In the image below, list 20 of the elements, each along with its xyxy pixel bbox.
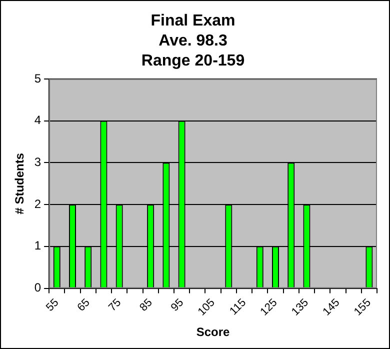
y-tick-label: 0 (34, 280, 42, 295)
x-tick-label: 75 (106, 296, 124, 314)
x-axis-title: Score (196, 325, 230, 340)
x-tick-label: 115 (228, 296, 249, 318)
x-tick-label: 65 (75, 296, 92, 314)
y-tick-label: 1 (34, 238, 42, 253)
y-axis-title: # Students (12, 152, 27, 214)
y-tick-label: 2 (34, 196, 42, 211)
x-tick-label: 135 (290, 296, 311, 318)
x-tick-label: 105 (196, 296, 218, 318)
chart-title: Final Exam Ave. 98.3 Range 20-159 (141, 12, 245, 70)
x-tick-label: 125 (258, 296, 280, 318)
y-tick-label: 3 (34, 155, 42, 170)
y-tick-label: 4 (34, 113, 42, 128)
x-tick-label: 155 (352, 296, 374, 318)
x-tick-label: 55 (44, 296, 62, 314)
y-tick-label: 5 (34, 71, 42, 86)
x-tick-label: 95 (168, 296, 186, 314)
x-tick-label: 145 (320, 296, 342, 318)
x-tick-label: 85 (138, 296, 155, 314)
